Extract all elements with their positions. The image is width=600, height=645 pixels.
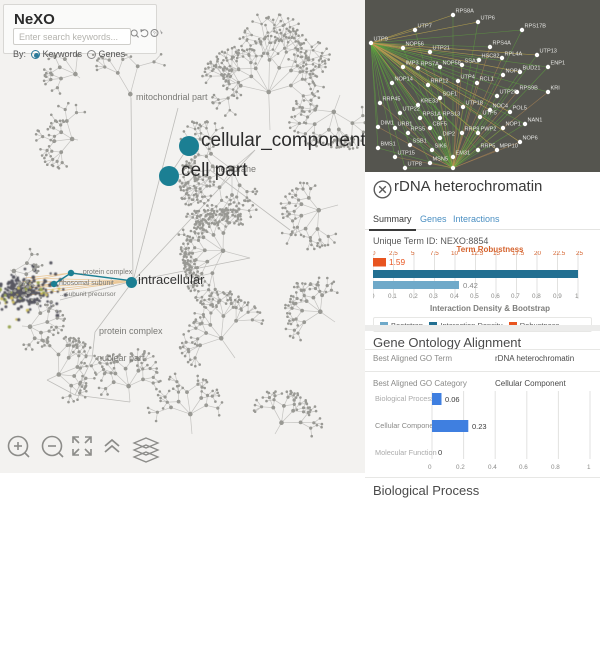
- svg-text:10: 10: [451, 251, 459, 257]
- svg-text:15: 15: [493, 251, 501, 257]
- svg-text:0: 0: [428, 464, 432, 471]
- svg-text:RPS9B: RPS9B: [520, 86, 539, 92]
- svg-text:0.9: 0.9: [553, 293, 562, 299]
- svg-text:20: 20: [534, 251, 542, 257]
- svg-text:0.3: 0.3: [429, 293, 438, 299]
- svg-text:Biological Process: Biological Process: [375, 394, 435, 403]
- svg-text:SIK6: SIK6: [435, 144, 447, 150]
- svg-text:1.59: 1.59: [389, 257, 406, 267]
- svg-text:RCL1: RCL1: [480, 77, 494, 83]
- svg-text:CBF5: CBF5: [433, 122, 447, 128]
- svg-text:UTP6: UTP6: [481, 16, 495, 22]
- svg-text:UTP22: UTP22: [403, 107, 420, 113]
- svg-text:UTP15: UTP15: [398, 151, 415, 157]
- svg-text:0.2: 0.2: [409, 293, 418, 299]
- svg-text:SSA1: SSA1: [465, 59, 479, 65]
- svg-text:KRE33: KRE33: [421, 99, 439, 105]
- svg-text:RPS8A: RPS8A: [456, 9, 475, 15]
- svg-text:SOF1: SOF1: [443, 92, 458, 98]
- svg-text:25: 25: [576, 251, 584, 257]
- svg-text:RPS5: RPS5: [411, 127, 426, 133]
- svg-text:UTP4: UTP4: [461, 75, 475, 81]
- svg-text:NOP6: NOP6: [523, 136, 538, 142]
- svg-text:0.6: 0.6: [491, 293, 500, 299]
- svg-text:RRP45: RRP45: [383, 97, 401, 103]
- svg-text:RPS17B: RPS17B: [525, 24, 547, 30]
- svg-text:12.5: 12.5: [471, 251, 484, 257]
- svg-text:NOC4: NOC4: [493, 104, 509, 110]
- svg-text:?: ?: [153, 31, 156, 37]
- svg-text:NOP56: NOP56: [406, 42, 424, 48]
- svg-text:RRP9: RRP9: [465, 127, 480, 133]
- svg-text:7.5: 7.5: [430, 251, 439, 257]
- svg-text:EM31: EM31: [456, 151, 471, 157]
- svg-text:22.5: 22.5: [553, 251, 566, 257]
- svg-text:0.8: 0.8: [551, 464, 560, 471]
- svg-text:BMS1: BMS1: [381, 142, 396, 148]
- svg-text:0.5: 0.5: [470, 293, 479, 299]
- svg-text:RPS7A: RPS7A: [421, 62, 440, 68]
- svg-text:0.4: 0.4: [450, 293, 459, 299]
- svg-text:Cellular Component: Cellular Component: [375, 421, 440, 430]
- svg-text:0.23: 0.23: [472, 422, 487, 431]
- svg-text:0.4: 0.4: [488, 464, 497, 471]
- svg-text:PWP2: PWP2: [481, 127, 497, 133]
- svg-text:POL5: POL5: [513, 106, 527, 112]
- svg-text:5: 5: [411, 251, 415, 257]
- svg-text:NOP4: NOP4: [506, 69, 521, 75]
- svg-text:RPL4A: RPL4A: [505, 52, 523, 58]
- svg-text:UTP7: UTP7: [418, 24, 432, 30]
- svg-text:0.2: 0.2: [456, 464, 465, 471]
- svg-text:0.1: 0.1: [388, 293, 397, 299]
- svg-text:MSN5: MSN5: [433, 157, 449, 163]
- svg-text:UTP8: UTP8: [408, 162, 422, 168]
- svg-text:0: 0: [438, 448, 442, 457]
- svg-text:RRP5: RRP5: [481, 144, 496, 150]
- svg-text:1: 1: [587, 464, 591, 471]
- svg-text:UTP21: UTP21: [433, 46, 450, 52]
- svg-text:RPS1A: RPS1A: [423, 112, 442, 118]
- svg-text:NOP14: NOP14: [395, 77, 413, 83]
- svg-text:UTP5: UTP5: [483, 111, 497, 117]
- svg-text:RPS4A: RPS4A: [493, 41, 512, 47]
- svg-text:0.7: 0.7: [511, 293, 520, 299]
- svg-text:UTP9: UTP9: [374, 37, 388, 43]
- svg-text:KRI: KRI: [551, 86, 561, 92]
- svg-text:RRP12: RRP12: [431, 79, 449, 85]
- svg-text:UTP13: UTP13: [540, 49, 557, 55]
- svg-text:DIP2: DIP2: [443, 132, 455, 138]
- svg-text:Molecular Function: Molecular Function: [375, 448, 437, 457]
- svg-text:0.42: 0.42: [463, 281, 478, 290]
- svg-text:0: 0: [373, 251, 376, 257]
- svg-text:UTP20: UTP20: [500, 90, 517, 96]
- svg-text:SSB1: SSB1: [413, 139, 427, 145]
- svg-text:NOP58: NOP58: [443, 61, 461, 67]
- svg-text:NOP1: NOP1: [506, 122, 521, 128]
- svg-text:0.6: 0.6: [519, 464, 528, 471]
- svg-text:HSC82: HSC82: [482, 54, 500, 60]
- svg-text:0: 0: [373, 293, 375, 299]
- svg-text:ENP1: ENP1: [551, 61, 566, 67]
- svg-text:IMP3: IMP3: [406, 61, 419, 67]
- svg-text:NAN1: NAN1: [528, 118, 543, 124]
- svg-text:DIM1: DIM1: [381, 121, 394, 127]
- svg-text:0.8: 0.8: [532, 293, 541, 299]
- svg-text:BUD21: BUD21: [523, 66, 541, 72]
- svg-text:MPP10: MPP10: [500, 144, 518, 150]
- svg-text:RPS13: RPS13: [443, 112, 461, 118]
- svg-text:UTP18: UTP18: [466, 101, 483, 107]
- svg-text:1: 1: [575, 293, 579, 299]
- svg-text:17.5: 17.5: [512, 251, 525, 257]
- svg-text:0.06: 0.06: [445, 395, 460, 404]
